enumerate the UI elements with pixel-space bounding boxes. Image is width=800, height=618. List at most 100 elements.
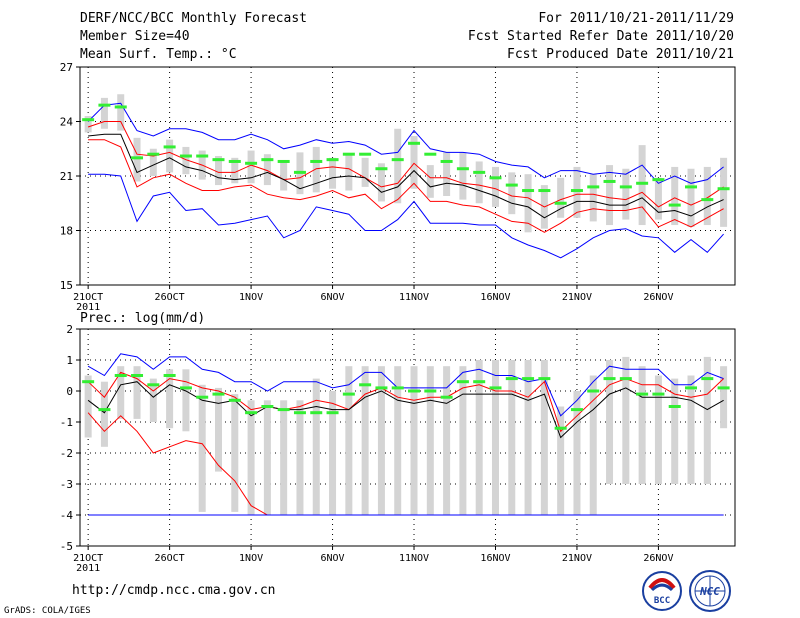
prec-obs-marker bbox=[440, 395, 453, 399]
temp-spread-bar bbox=[231, 157, 239, 184]
prec-ytick-label: -4 bbox=[60, 509, 74, 522]
temp-spread-bar bbox=[703, 166, 711, 226]
temp-spread-bar bbox=[84, 116, 92, 133]
prec-obs-marker bbox=[489, 386, 502, 390]
prec-obs-marker bbox=[652, 392, 665, 396]
prec-obs-marker bbox=[179, 386, 192, 390]
temp-obs-marker bbox=[391, 158, 404, 162]
prec-obs-marker bbox=[261, 405, 274, 408]
prec-obs-marker bbox=[456, 380, 469, 384]
prec-median-line bbox=[87, 381, 724, 439]
temp-obs-marker bbox=[440, 159, 453, 163]
prec-p90-line bbox=[87, 371, 724, 433]
prec-xtick-label: 21OCT bbox=[73, 553, 103, 564]
prec-obs-marker bbox=[293, 411, 306, 415]
prec-obs-marker bbox=[408, 389, 421, 393]
prec-spread-bar bbox=[606, 360, 614, 484]
prec-obs-marker bbox=[375, 386, 388, 390]
prec-obs-marker bbox=[668, 405, 681, 408]
temp-obs-marker bbox=[179, 154, 192, 158]
prec-spread-bar bbox=[214, 387, 222, 472]
started-date: Fcst Started Refer Date 2011/10/20 bbox=[467, 29, 734, 44]
temp-obs-marker bbox=[489, 176, 502, 180]
prec-spread-bar bbox=[622, 356, 630, 484]
variable-label: Mean Surf. Temp.: °C bbox=[80, 47, 237, 62]
prec-spread-bar bbox=[687, 375, 695, 484]
logos: BCC NCC bbox=[642, 570, 731, 612]
temp-spread-bar bbox=[312, 146, 320, 193]
temp-obs-marker bbox=[147, 152, 160, 156]
temp-spread-bar bbox=[589, 174, 597, 222]
source-url[interactable]: http://cmdp.ncc.cma.gov.cn bbox=[72, 583, 276, 598]
temp-obs-marker bbox=[261, 158, 274, 162]
prec-spread-bar bbox=[720, 366, 728, 429]
prec-xtick-label: 11NOV bbox=[399, 553, 429, 564]
prec-spread-bar bbox=[377, 366, 385, 515]
temp-p90-line bbox=[87, 121, 724, 208]
temp-obs-marker bbox=[245, 161, 258, 165]
temp-spread-bar bbox=[263, 154, 271, 186]
ncc-logo-icon: NCC bbox=[689, 570, 731, 612]
temp-spread-bar bbox=[377, 163, 385, 202]
prec-panel: -5 -4 -3 -2 -1 0 1 2 21OCT 26OCT 1NOV 6NOV 11NOV 16NO… bbox=[60, 311, 736, 574]
temp-obs-marker bbox=[570, 189, 583, 193]
prec-obs-marker bbox=[473, 380, 486, 384]
prec-ytick-label: -2 bbox=[60, 447, 73, 460]
prec-obs-marker bbox=[391, 386, 404, 390]
prec-spread-bar bbox=[247, 400, 255, 515]
prec-spread-bar bbox=[198, 384, 206, 512]
temp-obs-marker bbox=[82, 118, 95, 122]
prec-xtick-label: 6NOV bbox=[321, 553, 345, 564]
temp-ytick-label: 15 bbox=[60, 279, 73, 292]
prec-spread-bar bbox=[703, 356, 711, 484]
prec-obs-marker bbox=[326, 411, 339, 415]
temp-obs-marker bbox=[375, 167, 388, 171]
prec-obs-marker bbox=[717, 386, 730, 390]
ncc-logo-text: NCC bbox=[699, 585, 720, 598]
prec-spread-bar bbox=[231, 394, 239, 512]
prec-ytick-label: -5 bbox=[60, 540, 73, 553]
prec-obs-marker bbox=[310, 411, 323, 415]
temp-obs-marker bbox=[326, 158, 339, 162]
temp-obs-marker bbox=[359, 152, 372, 156]
prec-obs-marker bbox=[228, 398, 241, 402]
temp-spread-bar bbox=[394, 128, 402, 204]
temp-obs-marker bbox=[131, 156, 144, 160]
temp-spread-bar bbox=[443, 152, 451, 196]
temp-xtick-label: 21NOV bbox=[562, 292, 592, 303]
temp-spread-bar bbox=[117, 94, 125, 131]
prec-obs-marker bbox=[701, 377, 714, 381]
temp-spread-bar bbox=[573, 166, 581, 218]
prec-spread-bar bbox=[329, 391, 337, 515]
temp-min-line bbox=[88, 173, 724, 259]
temp-obs-marker bbox=[342, 152, 355, 156]
prec-ytick-label: 2 bbox=[66, 323, 73, 336]
prec-obs-marker bbox=[505, 377, 518, 381]
temp-frame bbox=[79, 66, 736, 286]
prec-obs-marker bbox=[98, 408, 111, 412]
prec-spread-bar bbox=[100, 381, 108, 447]
temp-p10-line bbox=[88, 139, 724, 233]
prec-obs-marker bbox=[342, 392, 355, 396]
prec-max-line bbox=[87, 353, 724, 417]
chart-title: DERF/NCC/BCC Monthly Forecast bbox=[80, 11, 307, 26]
forecast-period: For 2011/10/21-2011/11/29 bbox=[538, 11, 734, 26]
temp-obs-marker bbox=[701, 198, 714, 202]
prec-spread-bar bbox=[508, 360, 516, 515]
prec-xtick-label: 26NOV bbox=[643, 553, 673, 564]
temp-spread-bar bbox=[606, 165, 614, 226]
temp-obs-marker bbox=[652, 178, 665, 182]
prec-spread-bar bbox=[524, 360, 532, 515]
prec-spread-bar bbox=[638, 366, 646, 484]
prec-spread-bar bbox=[475, 360, 483, 515]
temp-xtick-label: 1NOV bbox=[239, 292, 263, 303]
temp-obs-marker bbox=[277, 159, 290, 163]
prec-obs-marker bbox=[82, 380, 95, 384]
temp-obs-marker bbox=[310, 159, 323, 163]
temp-max-line bbox=[87, 102, 724, 184]
temp-spread-bar bbox=[149, 148, 157, 176]
prec-spread-bar bbox=[263, 400, 271, 515]
prec-spread-bar bbox=[133, 366, 141, 419]
temp-obs-marker bbox=[424, 152, 437, 156]
